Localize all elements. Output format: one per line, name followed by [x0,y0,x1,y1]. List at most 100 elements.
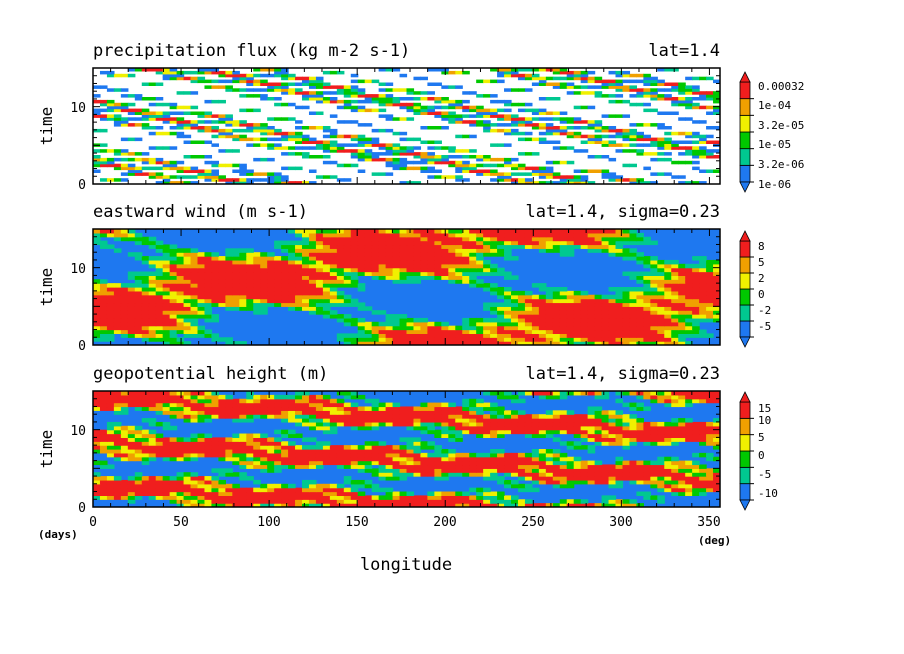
heatmap-cell [469,149,477,153]
heatmap-cell [685,491,693,496]
heatmap-cell [713,169,720,173]
heatmap-cell [441,85,449,89]
heatmap-cell [141,479,150,485]
heatmap-cell [162,298,171,304]
heatmap-cell [93,114,101,118]
heatmap-cell [378,94,387,98]
heatmap-cell [315,175,324,179]
heatmap-cell [545,414,554,419]
heatmap-cell [308,449,317,454]
heatmap-cell [469,464,477,469]
heatmap-cell [608,479,617,485]
heatmap-cell [281,441,289,446]
heatmap-cell [106,114,115,118]
heatmap-cell [462,256,470,261]
heatmap-cell [420,329,428,334]
heatmap-cell [406,472,415,477]
heatmap-cell [699,329,707,334]
heatmap-cell [524,483,533,489]
heatmap-cell [267,491,275,496]
heatmap-cell [538,425,547,431]
heatmap-cell [504,163,512,168]
heatmap-cell [134,166,143,171]
heatmap-cell [399,248,408,253]
heatmap-cell [218,337,226,342]
heatmap-cell [183,317,192,323]
heatmap-cell [469,418,477,423]
heatmap-cell [162,248,171,253]
heatmap-cell [155,271,164,276]
heatmap-cell [134,302,143,307]
heatmap-cell [197,325,206,331]
heatmap-cell [566,441,575,446]
heatmap-cell [246,275,254,280]
heatmap-cell [685,472,693,477]
heatmap-cell [392,252,401,257]
heatmap-cell [483,232,491,238]
heatmap-cell [706,169,714,173]
heatmap-cell [566,425,575,431]
heatmap-cell [420,275,428,280]
heatmap-cell [469,256,477,261]
heatmap-cell [573,244,582,249]
heatmap-cell [650,310,658,315]
heatmap-cell [413,464,422,469]
heatmap-cell [336,317,345,323]
heatmap-cell [455,240,463,246]
heatmap-cell [671,267,679,273]
heatmap-cell [427,82,435,86]
heatmap-cell [434,452,442,458]
heatmap-cell [162,310,171,315]
heatmap-cell [629,468,637,473]
heatmap-cell [434,449,442,454]
heatmap-cell [281,240,289,246]
heatmap-cell [218,163,226,168]
heatmap-cell [441,236,449,242]
heatmap-cell [155,131,164,136]
heatmap-cell [392,472,401,477]
heatmap-cell [504,425,512,431]
heatmap-cell [413,337,422,342]
heatmap-cell [106,298,115,304]
heatmap-cell [204,178,213,182]
heatmap-cell [608,341,617,345]
heatmap-cell [643,437,651,442]
heatmap-cell [211,279,219,284]
heatmap-cell [141,166,150,171]
heatmap-cell [281,491,289,496]
heatmap-cell [148,325,157,331]
heatmap-cell [580,460,589,466]
heatmap-cell [99,441,108,446]
heatmap-cell [490,68,498,72]
heatmap-cell [559,126,568,130]
heatmap-cell [225,483,233,489]
heatmap-cell [413,425,422,431]
heatmap-cell [120,108,129,113]
heatmap-cell [169,441,178,446]
heatmap-cell [427,256,435,261]
heatmap-cell [308,290,317,296]
heatmap-cell [399,333,408,338]
heatmap-cell [246,460,254,466]
heatmap-cell [385,149,394,153]
heatmap-cell [713,140,720,144]
heatmap-cell [615,88,624,92]
heatmap-cell [378,271,387,276]
heatmap-cell [322,287,331,292]
heatmap-cell [106,314,115,319]
heatmap-cell [183,495,192,500]
heatmap-cell [455,232,463,238]
heatmap-cell [169,294,178,300]
heatmap-cell [162,166,171,171]
heatmap-cell [315,94,324,98]
heatmap-cell [462,472,470,477]
heatmap-cell [559,317,568,323]
heatmap-cell [615,248,624,253]
heatmap-cell [190,79,199,84]
heatmap-cell [113,495,122,500]
heatmap-cell [176,283,185,288]
heatmap-cell [601,229,610,234]
heatmap-cell [504,160,512,165]
heatmap-cell [378,468,387,473]
heatmap-cell [162,120,171,124]
